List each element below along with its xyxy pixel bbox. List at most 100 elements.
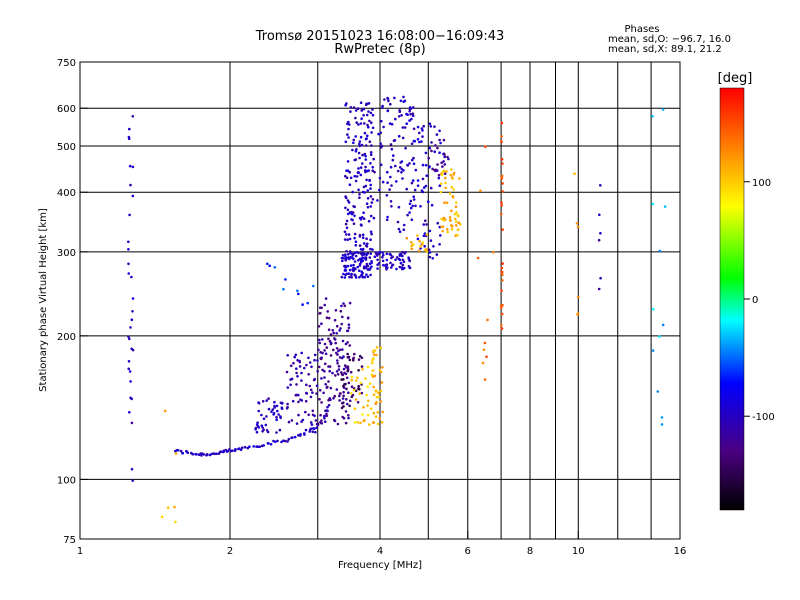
data-point [219, 450, 223, 454]
data-point [401, 250, 404, 254]
y-tick-label: 400 [57, 188, 76, 199]
data-point [296, 375, 299, 378]
data-point [408, 119, 411, 122]
data-point [378, 188, 381, 192]
data-point [451, 195, 455, 198]
data-point [340, 275, 344, 279]
data-point [354, 116, 357, 120]
data-point [363, 267, 366, 270]
data-point [293, 435, 297, 439]
data-point [320, 401, 323, 404]
data-point [343, 276, 347, 279]
data-point [179, 449, 183, 453]
data-point [252, 445, 255, 448]
data-point [348, 344, 352, 347]
data-point [276, 409, 279, 413]
data-point [348, 183, 352, 186]
data-point [379, 163, 383, 167]
data-point [256, 445, 260, 449]
data-point [368, 140, 372, 143]
data-point [329, 354, 333, 357]
data-point [386, 170, 389, 174]
data-point [309, 395, 313, 399]
data-point [453, 217, 457, 221]
data-point [437, 173, 441, 177]
data-point [455, 201, 458, 204]
data-point [377, 132, 380, 136]
data-point [405, 236, 409, 240]
data-point [342, 394, 345, 398]
data-point [307, 413, 311, 417]
data-point [319, 350, 322, 354]
data-point [359, 173, 363, 177]
data-point [323, 414, 326, 418]
data-point [309, 427, 313, 431]
data-point [438, 151, 441, 154]
data-point [275, 415, 278, 419]
data-point [457, 221, 461, 224]
data-point [319, 311, 322, 315]
data-point [348, 123, 351, 126]
data-point [262, 444, 266, 447]
data-point [409, 199, 413, 203]
data-point [361, 233, 365, 237]
data-point [360, 117, 363, 120]
data-point [454, 205, 458, 209]
data-point [323, 342, 327, 346]
data-point [308, 384, 312, 388]
data-point [381, 104, 384, 108]
data-point [389, 200, 393, 203]
data-point [347, 233, 351, 236]
data-point [412, 106, 415, 109]
data-point [423, 248, 427, 252]
data-point [275, 431, 278, 434]
data-point [342, 401, 345, 405]
data-point [129, 380, 132, 383]
data-point [400, 171, 403, 174]
data-point [301, 418, 305, 422]
data-point [425, 223, 428, 226]
data-point [345, 376, 349, 380]
data-point [352, 253, 355, 256]
data-point [314, 419, 318, 422]
x-tick-label: 1 [77, 546, 83, 557]
data-point [358, 392, 362, 395]
data-point [355, 379, 358, 383]
data-point [297, 292, 300, 296]
data-point [346, 208, 350, 212]
data-point [371, 165, 375, 169]
data-point [131, 310, 134, 313]
data-point [340, 322, 344, 326]
data-point [350, 276, 354, 279]
data-point [486, 318, 489, 322]
data-point [344, 206, 347, 210]
data-point [390, 266, 393, 269]
data-point [433, 150, 437, 153]
data-point [449, 224, 453, 227]
data-point [364, 257, 367, 261]
data-point [127, 360, 131, 363]
data-point [233, 449, 237, 453]
data-point [501, 162, 504, 165]
data-point [291, 436, 294, 439]
data-point [354, 179, 358, 183]
data-point [290, 419, 294, 422]
data-point [378, 417, 382, 420]
data-point [385, 252, 389, 256]
data-point [326, 405, 329, 409]
data-point [410, 247, 414, 250]
data-point [342, 367, 346, 371]
data-point [289, 378, 292, 381]
data-point [338, 329, 341, 332]
data-point [409, 113, 412, 116]
data-point [275, 418, 279, 422]
data-point [369, 273, 372, 277]
data-point [406, 164, 410, 167]
data-point [500, 289, 503, 293]
colorbar-ticks: 100 0 -100 [744, 178, 775, 423]
data-point [394, 117, 397, 121]
data-point [366, 134, 369, 138]
data-point [323, 362, 327, 366]
data-point [346, 212, 350, 216]
data-point [410, 158, 414, 162]
